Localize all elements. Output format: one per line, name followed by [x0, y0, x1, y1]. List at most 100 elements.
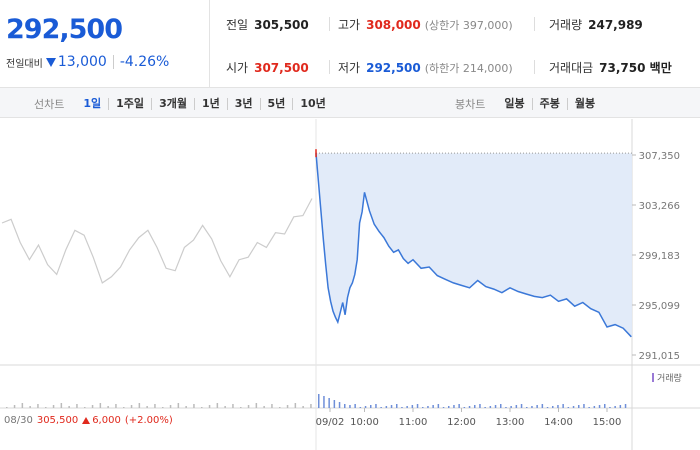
- prev-volume-bar: [60, 403, 63, 408]
- prev-volume-bar: [37, 404, 39, 408]
- prev-volume-bar: [45, 407, 47, 408]
- prev-volume-bar: [177, 403, 180, 408]
- x-tick-label: 11:00: [399, 417, 428, 428]
- today-volume-bar: [598, 405, 601, 408]
- prev-volume-bar: [232, 404, 234, 408]
- y-tick-label: 295,099: [639, 301, 680, 312]
- today-volume-bar: [411, 405, 414, 408]
- today-volume-bar: [401, 407, 403, 408]
- today-volume-bar: [333, 400, 336, 408]
- today-volume-bar: [328, 398, 330, 408]
- divider: [112, 55, 114, 69]
- today-volume-bar: [541, 404, 544, 408]
- prev-volume-bar: [255, 403, 258, 408]
- today-volume-bar: [479, 404, 481, 408]
- price-chart[interactable]: 307,350 303,266 299,183 295,099 291,015 거래량 09…: [0, 119, 700, 450]
- prev-volume-bar: [185, 406, 187, 408]
- price-chart-svg: 307,350 303,266 299,183 295,099 291,015 거래량 09…: [0, 119, 700, 450]
- amount-value: 73,750 백만: [599, 61, 672, 75]
- open-value: 307,500: [254, 61, 309, 75]
- prev-volume-bar: [84, 407, 86, 408]
- candle-chart-tabs: 봉차트 일봉 주봉 월봉: [455, 96, 602, 112]
- candle-tab-2[interactable]: 월봉: [566, 98, 602, 110]
- prev-volume-bar: [138, 403, 141, 408]
- prev-volume-bar: [302, 406, 304, 408]
- candle-tab-1[interactable]: 주봉: [531, 98, 567, 110]
- volume-label: 거래량: [549, 18, 583, 32]
- today-volume-bar: [552, 406, 554, 408]
- y-tick-label: 299,183: [639, 251, 680, 262]
- y-tick-label: 307,350: [639, 151, 680, 162]
- line-chart-tabs: 선차트 1일 1주일 3개월 1년 3년 5년 10년: [34, 96, 333, 112]
- today-volume-bar: [370, 405, 372, 408]
- today-volume-bar: [593, 406, 596, 408]
- prev-close-label: 전일: [226, 18, 249, 32]
- prev-volume-bar: [76, 404, 78, 408]
- today-volume-bar: [463, 407, 466, 408]
- change-value: 13,000: [57, 54, 107, 70]
- prev-volume-bar: [130, 405, 133, 408]
- current-price: 292,500: [6, 14, 123, 45]
- low-label: 저가: [338, 61, 361, 75]
- today-volume-bar: [484, 407, 486, 408]
- volume-value: 247,989: [588, 18, 643, 32]
- prev-volume-bar: [123, 407, 125, 408]
- today-volume-bar: [416, 404, 419, 408]
- x-tick-label: 10:00: [350, 417, 379, 428]
- x-tick-label: 09/02: [316, 417, 345, 428]
- prev-volume-bar: [162, 407, 164, 408]
- line-tab-4[interactable]: 3년: [226, 98, 260, 110]
- prev-volume-bar: [21, 403, 24, 408]
- line-tab-3[interactable]: 1년: [193, 98, 227, 110]
- line-tab-1[interactable]: 1주일: [108, 98, 151, 110]
- prev-volume-bar: [216, 403, 219, 408]
- today-volume-bar: [604, 404, 606, 408]
- amount-stat: 거래대금 73,750 백만: [549, 59, 672, 76]
- prev-volume-bar: [271, 404, 273, 408]
- lower-limit: (하한가 214,000): [424, 62, 513, 75]
- candle-tab-0[interactable]: 일봉: [504, 97, 525, 110]
- today-volume-bar: [609, 407, 611, 408]
- today-volume-bar: [385, 406, 388, 408]
- today-volume-bar: [323, 396, 325, 408]
- line-tab-0[interactable]: 1일: [83, 97, 102, 110]
- today-volume-bar: [359, 407, 362, 408]
- x-tick-label: 13:00: [496, 417, 525, 428]
- today-volume-bar: [344, 404, 346, 408]
- today-series-line: [315, 153, 632, 338]
- today-area-fill: [316, 153, 632, 337]
- line-tab-5[interactable]: 5년: [259, 98, 293, 110]
- today-volume-bar: [427, 406, 429, 408]
- up-arrow-icon: [82, 417, 91, 424]
- today-volume-bar: [338, 402, 341, 408]
- today-volume-bar: [588, 407, 590, 408]
- today-volume-bar: [448, 406, 450, 408]
- today-volume-bar: [468, 406, 471, 408]
- prev-volume-bar: [6, 407, 8, 408]
- today-volume-bar: [624, 404, 627, 408]
- line-tab-2[interactable]: 3개월: [151, 98, 194, 110]
- y-tick-label: 303,266: [639, 201, 680, 212]
- prev-volume-bar: [286, 405, 289, 408]
- prev-volume-bar: [107, 406, 109, 408]
- change-percent: -4.26%: [119, 54, 170, 70]
- today-volume-bar: [380, 407, 382, 408]
- line-tab-6[interactable]: 10년: [292, 98, 332, 110]
- today-volume-bar: [375, 404, 377, 408]
- today-volume-bar: [354, 404, 356, 408]
- today-volume-bar: [531, 406, 533, 408]
- today-volume-bar: [437, 404, 440, 408]
- today-volume-bar: [557, 405, 559, 408]
- prev-day-summary: 08/30 305,500 6,000 (+2.00%): [4, 415, 173, 426]
- today-volume-bar: [422, 407, 424, 408]
- today-volume-bar: [458, 404, 460, 408]
- prev-volume-bar: [146, 406, 148, 408]
- today-volume-bar: [583, 404, 585, 408]
- today-volume-bar: [474, 405, 476, 408]
- volume-stat: 거래량 247,989: [549, 16, 643, 33]
- today-volume-bar: [510, 406, 512, 408]
- prev-day-change: 6,000: [92, 415, 121, 426]
- divider: [534, 60, 535, 74]
- today-volume-bar: [442, 407, 445, 408]
- prev-volume-bar: [91, 405, 94, 408]
